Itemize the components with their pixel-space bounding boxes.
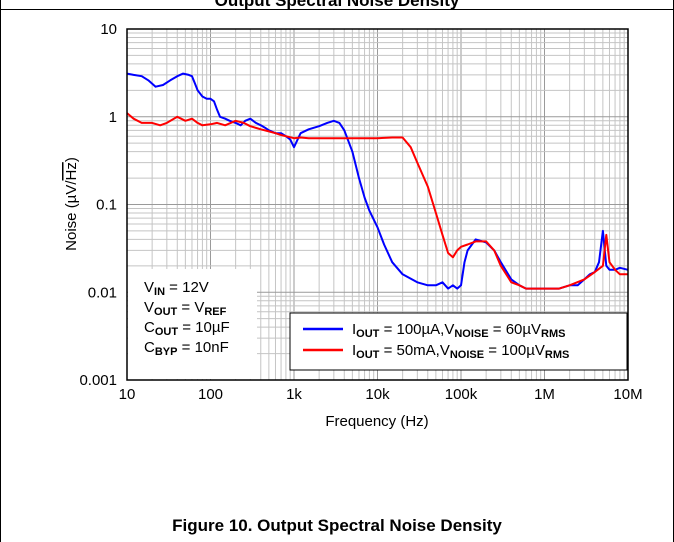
y-axis-label-suffix: ) [63, 157, 80, 162]
y-axis-label-prefix: Noise (µV/ [63, 180, 80, 251]
y-axis-label-radicand: Hz [63, 162, 80, 180]
legend-label: IOUT = 100µA,VNOISE = 60µVRMS [352, 321, 565, 340]
y-tick-label: 1 [109, 109, 117, 126]
y-axis-label: Noise (µV/Hz) [63, 157, 80, 251]
x-tick-label: 100 [198, 386, 223, 403]
series-line-2 [126, 112, 628, 290]
frame-left-border [0, 0, 1, 542]
x-tick-label: 1M [534, 386, 555, 403]
series-layer [126, 72, 629, 290]
condition-text: VIN = 12V [144, 279, 209, 298]
x-tick-label: 10k [365, 386, 390, 403]
x-tick-label: 10 [119, 386, 136, 403]
conditions-box-background [128, 269, 257, 379]
condition-text: COUT = 10µF [144, 319, 230, 338]
x-tick-label: 10M [613, 386, 642, 403]
frame-top-rule [0, 9, 674, 10]
condition-text: VOUT = VREF [144, 299, 227, 318]
legend-frame [289, 312, 628, 371]
page-title: Output Spectral Noise Density [214, 0, 460, 10]
y-tick-label: 0.1 [96, 197, 117, 214]
svg-text:Noise (µV/Hz): Noise (µV/Hz) [63, 157, 80, 251]
tick-labels: 10 100 1k 10k 100k 1M 10M 10 1 0.1 0.01 0.001 [79, 21, 642, 403]
figure-caption: Figure 10. Output Spectral Noise Density [172, 516, 502, 535]
condition-text: CBYP = 10nF [144, 339, 229, 358]
x-axis-label: Frequency (Hz) [325, 413, 428, 430]
y-tick-label: 0.001 [79, 372, 117, 389]
plot-area-border [126, 28, 629, 381]
y-tick-label: 0.01 [88, 284, 117, 301]
x-tick-label: 1k [286, 386, 302, 403]
y-tick-label: 10 [100, 21, 117, 38]
legend-label: IOUT = 50mA,VNOISE = 100µVRMS [352, 342, 569, 361]
legend: IOUT = 100µA,VNOISE = 60µVRMS IOUT = 50mA… [289, 312, 628, 371]
x-tick-label: 100k [445, 386, 478, 403]
